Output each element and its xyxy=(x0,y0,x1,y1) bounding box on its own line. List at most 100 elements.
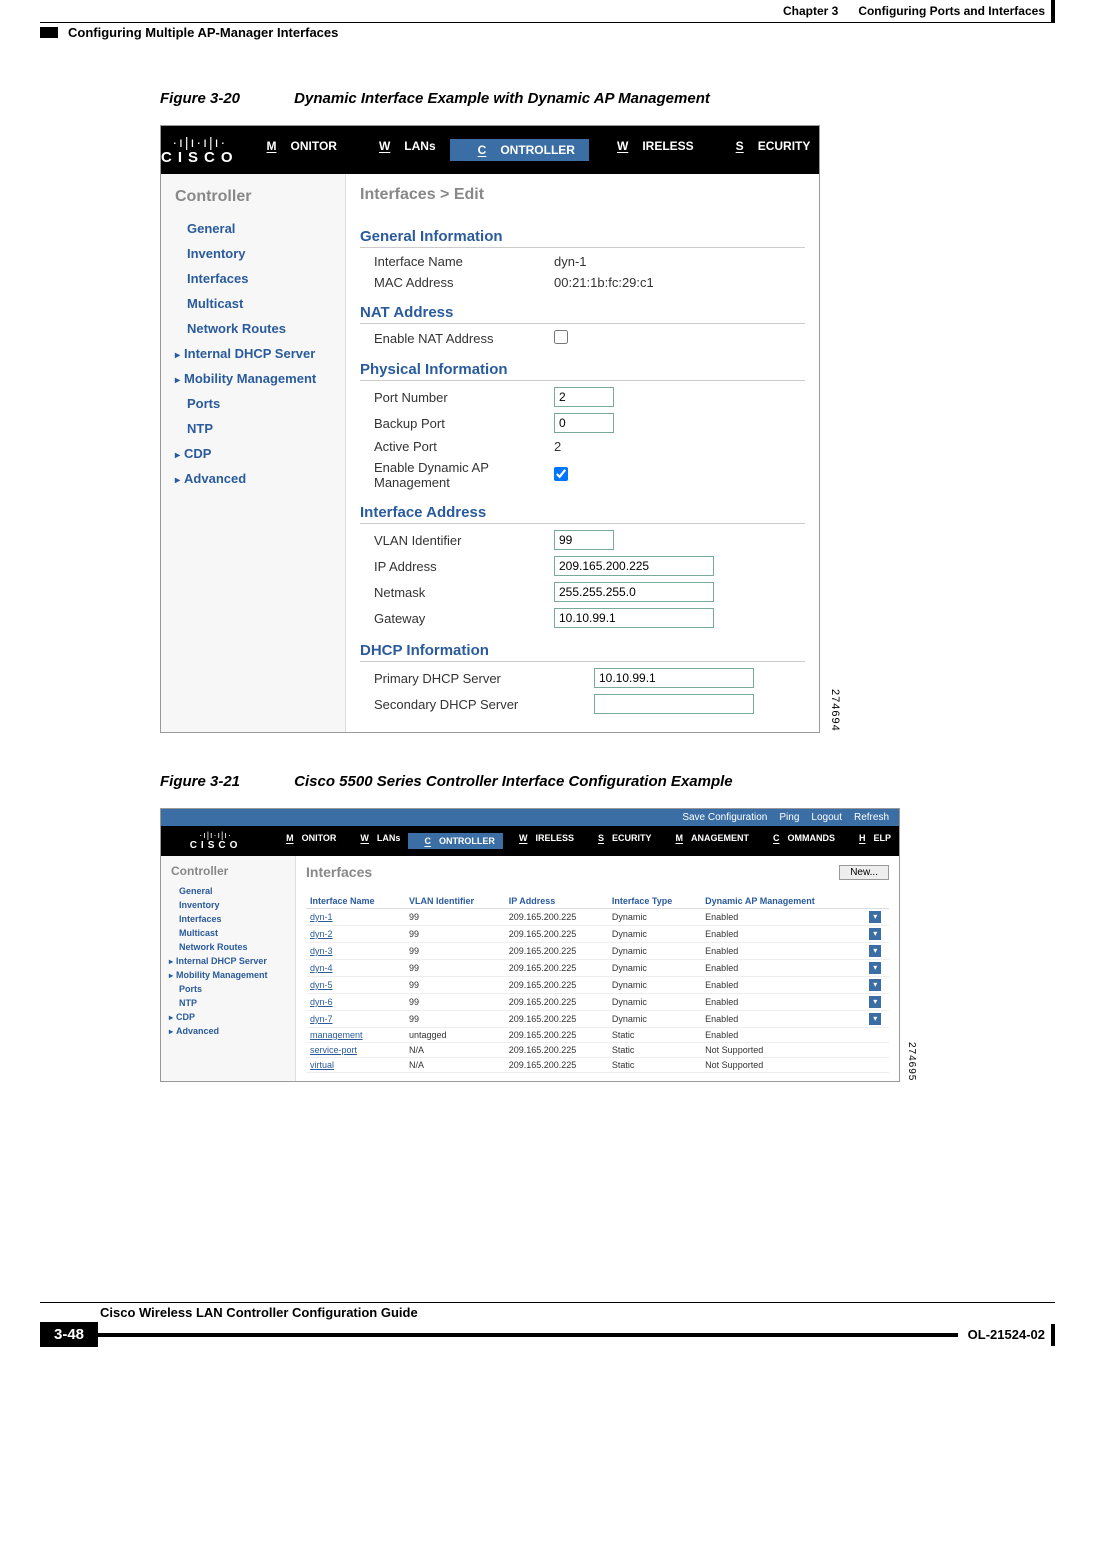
field-input[interactable] xyxy=(554,582,714,602)
figure-title: Cisco 5500 Series Controller Interface C… xyxy=(294,773,732,790)
dropdown-icon[interactable]: ▾ xyxy=(869,945,881,957)
interface-link[interactable]: dyn-5 xyxy=(306,977,405,994)
sidebar-item[interactable]: NTP xyxy=(161,416,345,441)
top-link[interactable]: Save Configuration xyxy=(682,812,767,823)
sidebar-item[interactable]: General xyxy=(161,884,295,898)
table-cell: Static xyxy=(608,1028,701,1043)
field-label: MAC Address xyxy=(374,275,554,290)
interface-link[interactable]: dyn-4 xyxy=(306,960,405,977)
sidebar-item[interactable]: Mobility Management xyxy=(161,366,345,391)
sidebar-item[interactable]: Inventory xyxy=(161,241,345,266)
field-label: Netmask xyxy=(374,585,554,600)
nav-item[interactable]: MONITOR xyxy=(239,139,351,161)
interface-link[interactable]: management xyxy=(306,1028,405,1043)
figure-caption: Figure 3-21 Cisco 5500 Series Controller… xyxy=(160,773,1055,790)
top-link[interactable]: Refresh xyxy=(854,812,889,823)
dynamic-ap-checkbox[interactable] xyxy=(554,467,568,481)
dropdown-icon[interactable]: ▾ xyxy=(869,962,881,974)
interface-link[interactable]: dyn-6 xyxy=(306,994,405,1011)
field-label: IP Address xyxy=(374,559,554,574)
nav-item[interactable]: CONTROLLER xyxy=(450,139,589,161)
nav-item[interactable]: WIRELESS xyxy=(589,139,708,161)
top-nav[interactable]: MONITORWLANsCONTROLLERWIRELESSSECURITYMA… xyxy=(239,139,944,161)
row-action[interactable]: ▾ xyxy=(862,943,889,960)
row-action[interactable]: ▾ xyxy=(862,960,889,977)
table-cell: Enabled xyxy=(701,1011,861,1028)
table-row: dyn-499209.165.200.225DynamicEnabled▾ xyxy=(306,960,889,977)
sidebar-item[interactable]: Ports xyxy=(161,982,295,996)
nav-item[interactable]: WLANs xyxy=(351,139,450,161)
row-action[interactable] xyxy=(862,1028,889,1043)
field-input[interactable] xyxy=(554,530,614,550)
sidebar-item[interactable]: Internal DHCP Server xyxy=(161,341,345,366)
row-action[interactable] xyxy=(862,1058,889,1073)
nav-item[interactable]: HELP xyxy=(843,833,899,849)
nav-item[interactable]: MANAGEMENT xyxy=(659,833,757,849)
sidebar-item[interactable]: Ports xyxy=(161,391,345,416)
field-value: 2 xyxy=(554,439,805,454)
row-action[interactable] xyxy=(862,1043,889,1058)
chapter-title: Configuring Ports and Interfaces xyxy=(858,4,1045,18)
field-input[interactable] xyxy=(554,556,714,576)
sidebar-item[interactable]: Interfaces xyxy=(161,912,295,926)
row-action[interactable]: ▾ xyxy=(862,1011,889,1028)
interface-link[interactable]: dyn-1 xyxy=(306,909,405,926)
dropdown-icon[interactable]: ▾ xyxy=(869,1013,881,1025)
cisco-logo: ·ı|ı·ı|ı· CISCO xyxy=(161,135,239,166)
top-link[interactable]: Logout xyxy=(811,812,842,823)
nav-item[interactable]: COMMANDS xyxy=(757,833,843,849)
row-action[interactable]: ▾ xyxy=(862,926,889,943)
dropdown-icon[interactable]: ▾ xyxy=(869,911,881,923)
top-link[interactable]: Ping xyxy=(779,812,799,823)
dropdown-icon[interactable]: ▾ xyxy=(869,979,881,991)
sidebar-item[interactable]: NTP xyxy=(161,996,295,1010)
new-button[interactable]: New... xyxy=(839,865,889,880)
top-nav[interactable]: MONITORWLANsCONTROLLERWIRELESSSECURITYMA… xyxy=(270,833,899,849)
field-input[interactable] xyxy=(594,694,754,714)
field-input[interactable] xyxy=(554,413,614,433)
row-action[interactable]: ▾ xyxy=(862,909,889,926)
sidebar-item[interactable]: CDP xyxy=(161,1010,295,1024)
sidebar-item[interactable]: Advanced xyxy=(161,1024,295,1038)
interface-link[interactable]: dyn-2 xyxy=(306,926,405,943)
field-input[interactable] xyxy=(594,668,754,688)
field-input[interactable] xyxy=(554,387,614,407)
sidebar-item[interactable]: CDP xyxy=(161,441,345,466)
sidebar-item[interactable]: Network Routes xyxy=(161,316,345,341)
interface-link[interactable]: service-port xyxy=(306,1043,405,1058)
sidebar-item[interactable]: Advanced xyxy=(161,466,345,491)
field-input[interactable] xyxy=(554,608,714,628)
dropdown-icon[interactable]: ▾ xyxy=(869,928,881,940)
sidebar-item[interactable]: Network Routes xyxy=(161,940,295,954)
table-cell: 209.165.200.225 xyxy=(505,943,608,960)
sidebar: Controller GeneralInventoryInterfacesMul… xyxy=(161,856,296,1081)
footer-guide-title: Cisco Wireless LAN Controller Configurat… xyxy=(40,1303,1055,1320)
table-cell: Dynamic xyxy=(608,926,701,943)
row-action[interactable]: ▾ xyxy=(862,994,889,1011)
section-header: Configuring Multiple AP-Manager Interfac… xyxy=(40,22,1055,40)
nav-item[interactable]: WLANs xyxy=(344,833,408,849)
sidebar-item[interactable]: General xyxy=(161,216,345,241)
sidebar-item[interactable]: Mobility Management xyxy=(161,968,295,982)
interface-link[interactable]: dyn-3 xyxy=(306,943,405,960)
nav-item[interactable]: WIRELESS xyxy=(503,833,582,849)
sidebar-item[interactable]: Inventory xyxy=(161,898,295,912)
nav-item[interactable]: MANAGEM xyxy=(824,139,943,161)
interface-link[interactable]: virtual xyxy=(306,1058,405,1073)
table-row: dyn-299209.165.200.225DynamicEnabled▾ xyxy=(306,926,889,943)
top-right-links[interactable]: Save Configuration Ping Logout Refresh xyxy=(161,809,899,826)
interface-link[interactable]: dyn-7 xyxy=(306,1011,405,1028)
nat-checkbox[interactable] xyxy=(554,330,568,344)
row-action[interactable]: ▾ xyxy=(862,977,889,994)
sidebar-item[interactable]: Multicast xyxy=(161,291,345,316)
dropdown-icon[interactable]: ▾ xyxy=(869,996,881,1008)
nav-item[interactable]: MONITOR xyxy=(270,833,344,849)
sidebar-item[interactable]: Internal DHCP Server xyxy=(161,954,295,968)
nav-item[interactable]: CONTROLLER xyxy=(408,833,503,849)
field-label: Port Number xyxy=(374,390,554,405)
field-label: VLAN Identifier xyxy=(374,533,554,548)
sidebar-item[interactable]: Multicast xyxy=(161,926,295,940)
nav-item[interactable]: SECURITY xyxy=(582,833,660,849)
sidebar-item[interactable]: Interfaces xyxy=(161,266,345,291)
nav-item[interactable]: SECURITY xyxy=(708,139,825,161)
